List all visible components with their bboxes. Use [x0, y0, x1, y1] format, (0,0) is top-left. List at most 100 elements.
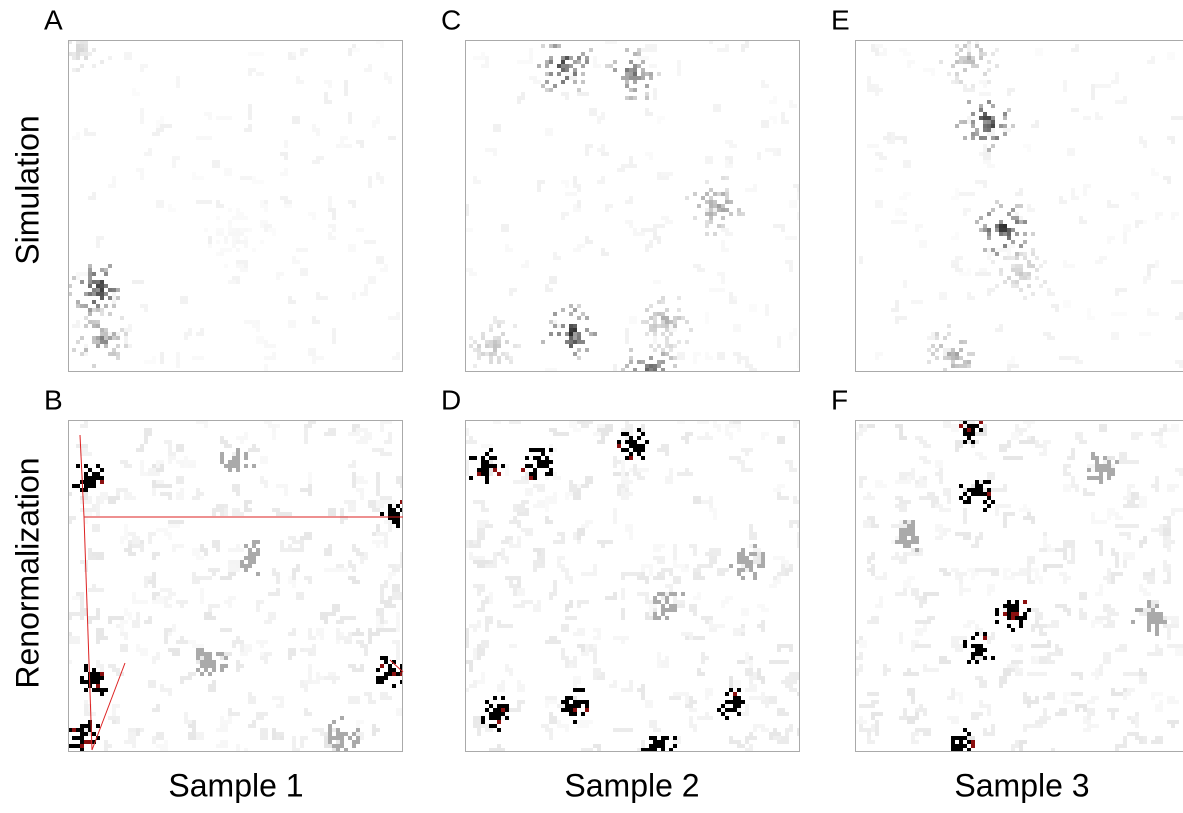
texture-cell — [577, 412, 581, 416]
texture-cell — [709, 208, 713, 212]
texture-cell — [356, 640, 360, 644]
texture-cell — [244, 748, 248, 752]
texture-cell — [569, 492, 573, 496]
texture-cell — [152, 360, 156, 364]
texture-cell — [368, 700, 372, 704]
texture-cell — [717, 192, 721, 196]
texture-cell — [312, 648, 316, 652]
texture-cell — [124, 328, 128, 332]
texture-cell — [168, 208, 172, 212]
texture-cell — [84, 464, 88, 468]
texture-cell — [705, 712, 709, 716]
texture-cell — [232, 572, 236, 576]
texture-cell — [689, 328, 693, 332]
texture-cell — [709, 40, 713, 44]
texture-cell — [581, 572, 585, 576]
texture-cell — [84, 56, 88, 60]
texture-cell — [661, 300, 665, 304]
texture-cell — [76, 56, 80, 60]
texture-cell — [753, 304, 757, 308]
texture-cell — [112, 292, 116, 296]
texture-cell — [392, 568, 396, 572]
texture-cell — [689, 704, 693, 708]
texture-cell — [112, 708, 116, 712]
texture-cell — [104, 688, 108, 692]
texture-cell — [144, 600, 148, 604]
texture-cell — [489, 468, 493, 472]
texture-cell — [92, 340, 96, 344]
texture-cell — [88, 280, 92, 284]
texture-cell — [260, 336, 264, 340]
texture-cell — [749, 676, 753, 680]
texture-cell — [208, 240, 212, 244]
texture-cell — [585, 144, 589, 148]
texture-cell — [537, 488, 541, 492]
texture-cell — [725, 232, 729, 236]
texture-cell — [388, 316, 392, 320]
texture-cell — [553, 276, 557, 280]
texture-cell — [465, 644, 469, 648]
texture-cell — [72, 348, 76, 352]
texture-cell — [741, 608, 745, 612]
panel-letter: B — [44, 384, 63, 415]
texture-cell — [324, 296, 328, 300]
texture-cell — [557, 564, 561, 568]
texture-cell — [705, 212, 709, 216]
texture-cell — [641, 372, 645, 376]
texture-cell — [324, 740, 328, 744]
texture-cell — [473, 364, 477, 368]
texture-cell — [84, 712, 88, 716]
texture-cell — [136, 616, 140, 620]
texture-cell — [713, 200, 717, 204]
texture-cell — [565, 180, 569, 184]
texture-cell — [200, 556, 204, 560]
texture-cell — [388, 672, 392, 676]
texture-cell — [505, 248, 509, 252]
texture-cell — [308, 636, 312, 640]
texture-cell — [264, 660, 268, 664]
texture-cell — [637, 52, 641, 56]
texture-cell — [232, 216, 236, 220]
texture-cell — [352, 732, 356, 736]
texture-cell — [288, 512, 292, 516]
texture-cell — [565, 576, 569, 580]
texture-cell — [292, 120, 296, 124]
texture-cell — [657, 224, 661, 228]
texture-cell — [757, 152, 761, 156]
texture-cell — [509, 540, 513, 544]
texture-cell — [380, 656, 384, 660]
texture-cell — [729, 140, 733, 144]
texture-cell — [481, 524, 485, 528]
texture-cell — [777, 708, 781, 712]
texture-cell — [172, 544, 176, 548]
texture-cell — [236, 232, 240, 236]
texture-cell — [340, 508, 344, 512]
texture-cell — [172, 652, 176, 656]
texture-cell — [689, 724, 693, 728]
texture-cell — [665, 216, 669, 220]
texture-cell — [88, 500, 92, 504]
texture-cell — [481, 532, 485, 536]
texture-cell — [340, 520, 344, 524]
texture-cell — [697, 264, 701, 268]
texture-cell — [645, 244, 649, 248]
texture-cell — [96, 588, 100, 592]
texture-cell — [657, 664, 661, 668]
texture-cell — [176, 80, 180, 84]
texture-cell — [160, 200, 164, 204]
texture-cell — [609, 540, 613, 544]
texture-cell — [753, 724, 757, 728]
texture-cell — [344, 516, 348, 520]
texture-cell — [653, 320, 657, 324]
texture-cell — [388, 572, 392, 576]
texture-cell — [761, 604, 765, 608]
texture-cell — [388, 500, 392, 504]
texture-cell — [629, 200, 633, 204]
texture-cell — [725, 208, 729, 212]
texture-cell — [737, 740, 741, 744]
texture-cell — [84, 700, 88, 704]
texture-cell — [517, 584, 521, 588]
texture-cell — [637, 48, 641, 52]
texture-cell — [276, 588, 280, 592]
texture-cell — [348, 144, 352, 148]
